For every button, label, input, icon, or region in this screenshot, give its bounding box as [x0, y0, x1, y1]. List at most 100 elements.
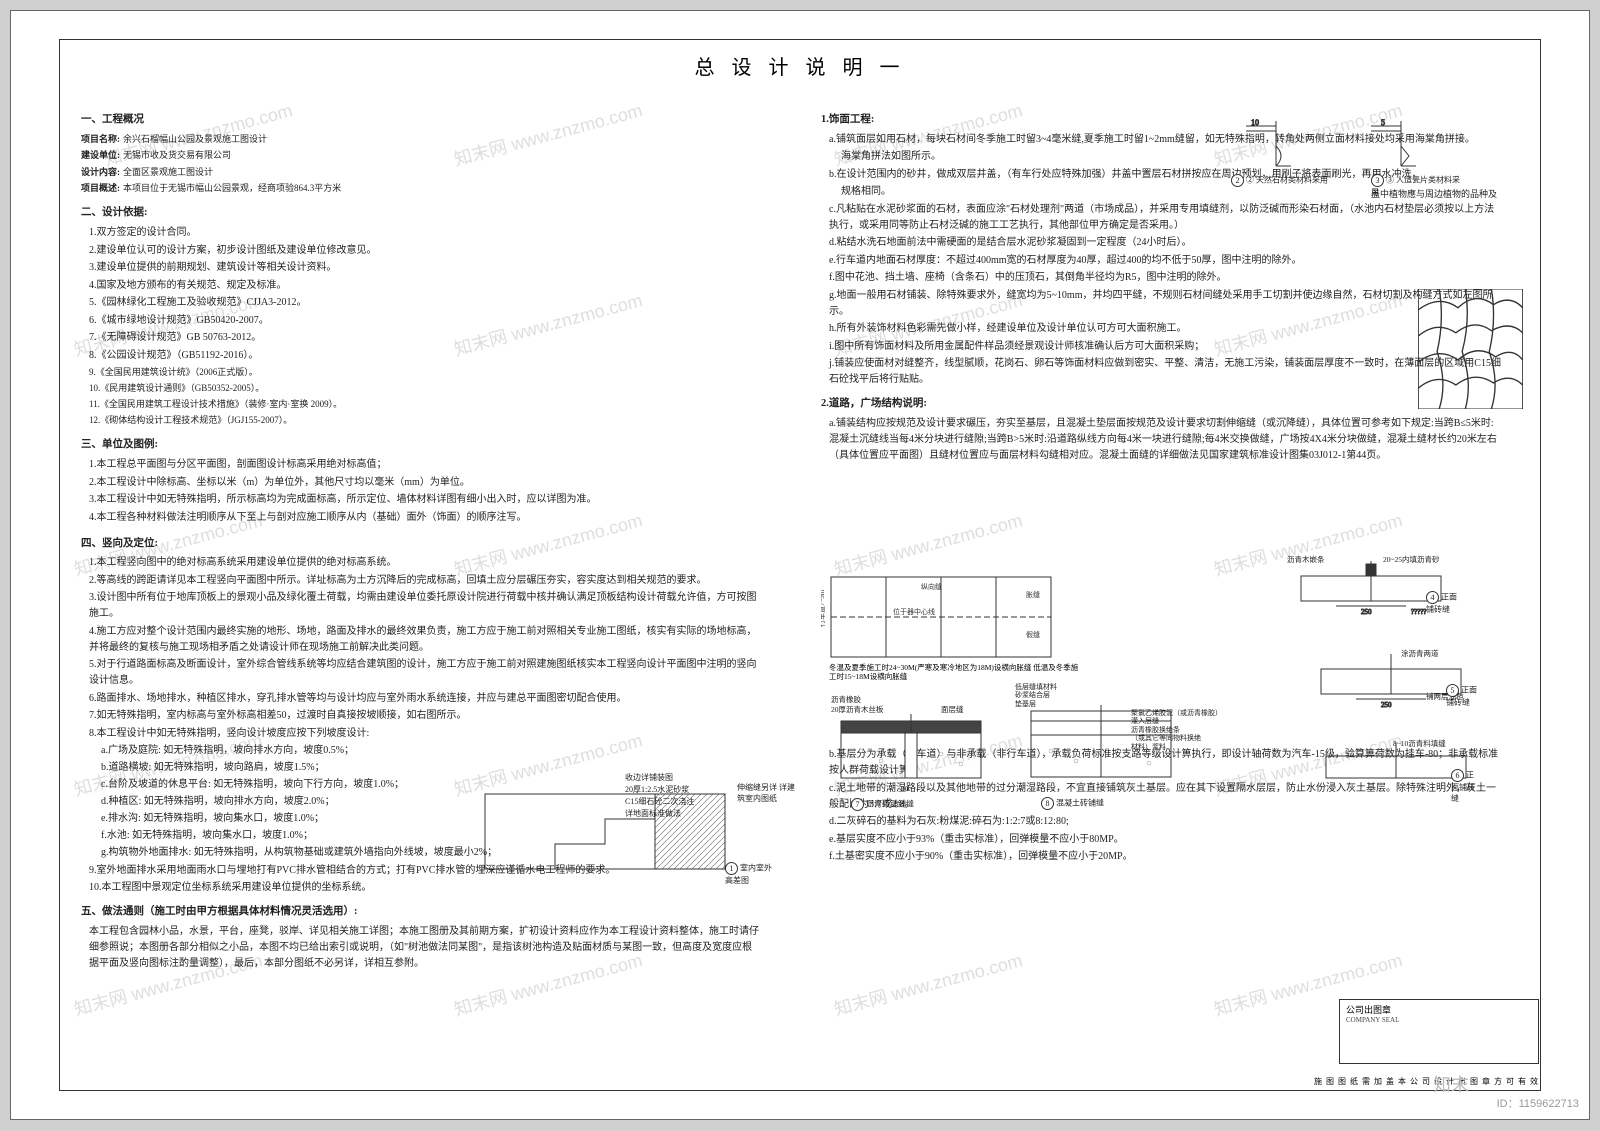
company-seal-label: 公司出图章 — [1346, 1003, 1532, 1016]
stone-pattern-icon — [1418, 289, 1523, 409]
callout-2-icon: 2 — [1231, 174, 1244, 187]
label: 20~25内填沥青砂 — [1383, 554, 1440, 565]
label: 8~10沥青料填缝 — [1393, 738, 1446, 749]
spec-item: a.铺装结构应按规范及设计要求碾压，夯实至基层，且混凝土垫层面按规范及设计要求切… — [821, 416, 1501, 464]
label: 面层缝 — [941, 704, 964, 715]
spec-item: 4.本工程各种材料做法注明顺序从下至上与剖对应施工顺序从内（基础）面外（饰面）的… — [81, 510, 761, 526]
svg-text:5: 5 — [1381, 118, 1385, 127]
section-5-head: 五、做法通则（施工时由甲方根据具体材料情况灵活选用）: — [81, 904, 761, 921]
spec-item: 1.本工程总平面图与分区平面图，剖面图设计标高采用绝对标高值； — [81, 457, 761, 473]
spec-item: 5.《园林绿化工程施工及验收规范》CJJA3-2012。 — [81, 295, 761, 311]
callout-text: ② 天然石材类材料采用 — [1246, 175, 1328, 184]
spec-item: e.行车道内地面石材厚度：不超过400mm宽的石材厚度为40厚，超过400的均不… — [821, 253, 1501, 269]
title-block: 公司出图章 COMPANY SEAL — [1339, 999, 1539, 1064]
callout-text: 沥青砖铺铺缝 — [866, 799, 914, 808]
proj-value: 本项目位于无锡市幅山公园景观，经商项验864.3平方米 — [123, 181, 761, 195]
callout-8-icon: 8 — [1041, 797, 1054, 810]
svg-text:?????: ????? — [1411, 608, 1427, 616]
section-4-head: 四、竖向及定位: — [81, 536, 761, 553]
svg-text:250: 250 — [1361, 608, 1372, 616]
proj-label: 设计内容: — [81, 165, 123, 179]
callout-5-icon: 5 — [1446, 684, 1459, 697]
svg-text:纵向缝: 纵向缝 — [921, 582, 942, 591]
section-2-head: 二、设计依据: — [81, 205, 761, 222]
label: 聚氯乙烯胶泥（或沥青橡胶） 灌入层缝 沥青橡胶换绝条 （或其它等同物料换绝 材料… — [1131, 709, 1261, 751]
svg-text:10: 10 — [1251, 118, 1259, 127]
spec-item: 11.《全国民用建筑工程设计技术措施》（装修·室内·室换 2009）。 — [81, 397, 761, 411]
proj-label: 建设单位: — [81, 148, 123, 162]
corner-detail-icon: 10 5 — [1241, 116, 1461, 176]
spec-item: i.图中所有饰面材料及所用金属配件样品须经景观设计师核准确认后方可大面积采购； — [821, 339, 1501, 355]
spec-item: d.二灰碎石的基料为石灰:粉煤泥:碎石为:1:2:7或8:12:80; — [821, 814, 1501, 830]
proj-label: 项目名称: — [81, 132, 123, 146]
spec-item: 4.国家及地方颁布的有关规范、规定及标准。 — [81, 278, 761, 294]
spec-item: 4.施工方应对整个设计范围内最终实施的地形、场地，路面及排水的最终效果负责，施工… — [81, 624, 761, 656]
label: 20厚沥青木丝板 — [831, 704, 884, 715]
detail-5: 250 涂沥青两道 铺两层油毡 5正面铺砖缝 — [1301, 651, 1481, 711]
callout-text: 混凝土砖铺缝 — [1056, 798, 1104, 807]
callout-3-icon: 3 — [1371, 174, 1384, 187]
spec-item: 2.建设单位认可的设计方案，初步设计图纸及建设单位修改意见。 — [81, 243, 761, 259]
spec-item: 1.本工程竖向图中的绝对标高系统采用建设单位提供的绝对标高系统。 — [81, 555, 761, 571]
svg-text:行车道7~9m: 行车道7~9m — [821, 589, 826, 627]
road-joint-plan: 纵向缝 位于器中心线 胀缝 假缝 行车道7~9m 冬温及夏季施工时24~30M(… — [821, 567, 1061, 677]
proj-value: 余兴石榴幅山公园及景观施工图设计 — [123, 132, 761, 146]
spec-item: c.凡粘贴在水泥砂浆面的石材，表面应涂"石材处理剂"两道（市场成品），并采用专用… — [821, 202, 1501, 234]
page-title: 总 设 计 说 明 一 — [11, 51, 1589, 80]
spec-item: e.基层实度不应小于93%（重击实标准），回弹模量不应小于80MP。 — [821, 832, 1501, 848]
callout-6-icon: 6 — [1451, 769, 1464, 782]
slope-item: a.广场及庭院: 如无特殊指明，坡向排水方向，坡度0.5%； — [101, 743, 761, 759]
drawing-sheet: 知末网 www.znzmo.com 知末网 www.znzmo.com 知末网 … — [10, 10, 1590, 1120]
spec-item: 6.路面排水、场地排水，种植区排水，穿孔排水管等均与设计均应与室外雨水系统连接，… — [81, 691, 761, 707]
label: 涂沥青两道 — [1401, 648, 1439, 659]
proj-label: 项目概述: — [81, 181, 123, 195]
section-r2-head: 2.道路，广场结构说明: — [821, 396, 1501, 413]
callout-4-icon: 4 — [1426, 591, 1439, 604]
section-1-head: 一、工程概况 — [81, 112, 761, 129]
spec-item: 本工程包含园林小品，水景，平台，座凳，驳岸、详见相关施工详图；本施工图册及其前期… — [81, 924, 761, 972]
source-id: ID：1159622713 — [1497, 1095, 1579, 1111]
label: 低层缝填材料 砂浆结合层 垫基层 — [1015, 683, 1057, 708]
detail-2-3: 10 5 2② 天然石材类材料采用 3③ 人造瓷片类材料采用 — [1241, 116, 1461, 178]
spec-item: h.所有外装饰材料色彩需先做小样，经建设单位及设计单位认可方可大面积施工。 — [821, 321, 1501, 337]
spec-item: 10.《民用建筑设计通则》（GB50352-2005）。 — [81, 381, 761, 395]
svg-text:250: 250 — [1381, 701, 1392, 709]
detail-1: 收边详铺装图 20厚1:2.5水泥砂浆 C15细石砼二次浇注 详地面标准做法 伸… — [475, 774, 775, 891]
svg-text:位于器中心线: 位于器中心线 — [893, 607, 935, 616]
spec-item: 2.等高线的跨距请详见本工程竖向平面图中所示。详址标高为土方沉降后的完成标高，回… — [81, 573, 761, 589]
spec-item: 3.本工程设计中如无特殊指明，所示标高均为完成面标高，所示定位、墙体材料详图有细… — [81, 492, 761, 508]
label: 详地面标准做法 — [625, 808, 681, 819]
detail-4: 250????? 沥青木嵌条 20~25内填沥青砂 4正面铺砖缝 — [1281, 556, 1461, 618]
spec-item: 8.本工程设计中如无特殊指明，竖向设计坡度应按下列坡度设计: — [81, 726, 761, 742]
spec-item: 6.《城市绿地设计规范》GB50420-2007。 — [81, 313, 761, 329]
spec-item: 7.《无障碍设计规范》GB 50763-2012。 — [81, 330, 761, 346]
detail-8: 低层缝填材料 砂浆结合层 垫基层 聚氯乙烯胶泥（或沥青橡胶） 灌入层缝 沥青橡胶… — [1021, 701, 1181, 793]
label: 30 — [901, 784, 909, 793]
svg-text:胀缝: 胀缝 — [1026, 590, 1040, 599]
footer-note: 施 图 图 纸 需 加 盖 本 公 司 设 计 出 图 章 方 可 有 效 — [1314, 1076, 1539, 1087]
label: 伸缩缝另详 详建筑室内图纸 — [737, 782, 797, 804]
spec-item: 3.设计图中所有位于地库顶板上的景观小品及绿化覆土荷载，均需由建设单位委托原设计… — [81, 590, 761, 622]
detail-7: 沥青橡胶 20厚沥青木丝板 面层缝 30 7沥青砖铺铺缝 — [831, 706, 991, 793]
spec-item: 1.双方签定的设计合同。 — [81, 225, 761, 241]
svg-text:假缝: 假缝 — [1026, 630, 1040, 639]
spec-item: 5.对于行道路面标高及断面设计，室外综合管线系统等均应结合建筑图的设计，施工方应… — [81, 657, 761, 689]
spec-item: 8.《公园设计规范》（GB51192-2016）。 — [81, 348, 761, 364]
spec-item: d.粘结水洗石地面前法中需硬面的是结合层水泥砂浆凝固到一定程度（24小时后）。 — [821, 235, 1501, 251]
company-seal-en: COMPANY SEAL — [1346, 1016, 1532, 1024]
detail-6: 8~10沥青料填缝 6正面铺砖缝 — [1311, 741, 1481, 793]
spec-item: 3.建设单位提供的前期规划、建筑设计等相关设计资料。 — [81, 260, 761, 276]
label: 20厚1:2.5水泥砂浆 — [625, 784, 689, 795]
label: 收边详铺装图 — [625, 772, 673, 783]
grid-caption: 冬温及夏季施工时24~30M(严寒及寒冷地区为18M)设横向胀缝 低温及冬季施工… — [829, 663, 1079, 682]
spec-item: f.土基密实度不应小于90%（重击实标准），回弹模量不应小于20MP。 — [821, 849, 1501, 865]
spec-item: 12.《砌体结构设计工程技术规范》（JGJ155-2007）。 — [81, 413, 761, 427]
proj-value: 全面区景观施工图设计 — [123, 165, 761, 179]
proj-value: 无锡市收及货交易有限公司 — [123, 148, 761, 162]
note: 盖中植物應与周边植物的品种及 — [1371, 187, 1531, 200]
spec-item: g.地面一般用石材铺装、除特殊要求外，缝宽均为5~10mm，并均四平缝，不规则石… — [821, 288, 1501, 320]
spec-item: j.铺装应使面材对缝整齐，线型腻顺，花岗石、卵石等饰面材料应做到密实、平整、清洁… — [821, 356, 1501, 388]
spec-item: f.图中花池、挡土墙、座椅（含条石）中的压顶石，其倒角半径均为R5，图中注明的除… — [821, 270, 1501, 286]
label: 沥青木嵌条 — [1287, 554, 1325, 565]
section-3-head: 三、单位及图例: — [81, 437, 761, 454]
